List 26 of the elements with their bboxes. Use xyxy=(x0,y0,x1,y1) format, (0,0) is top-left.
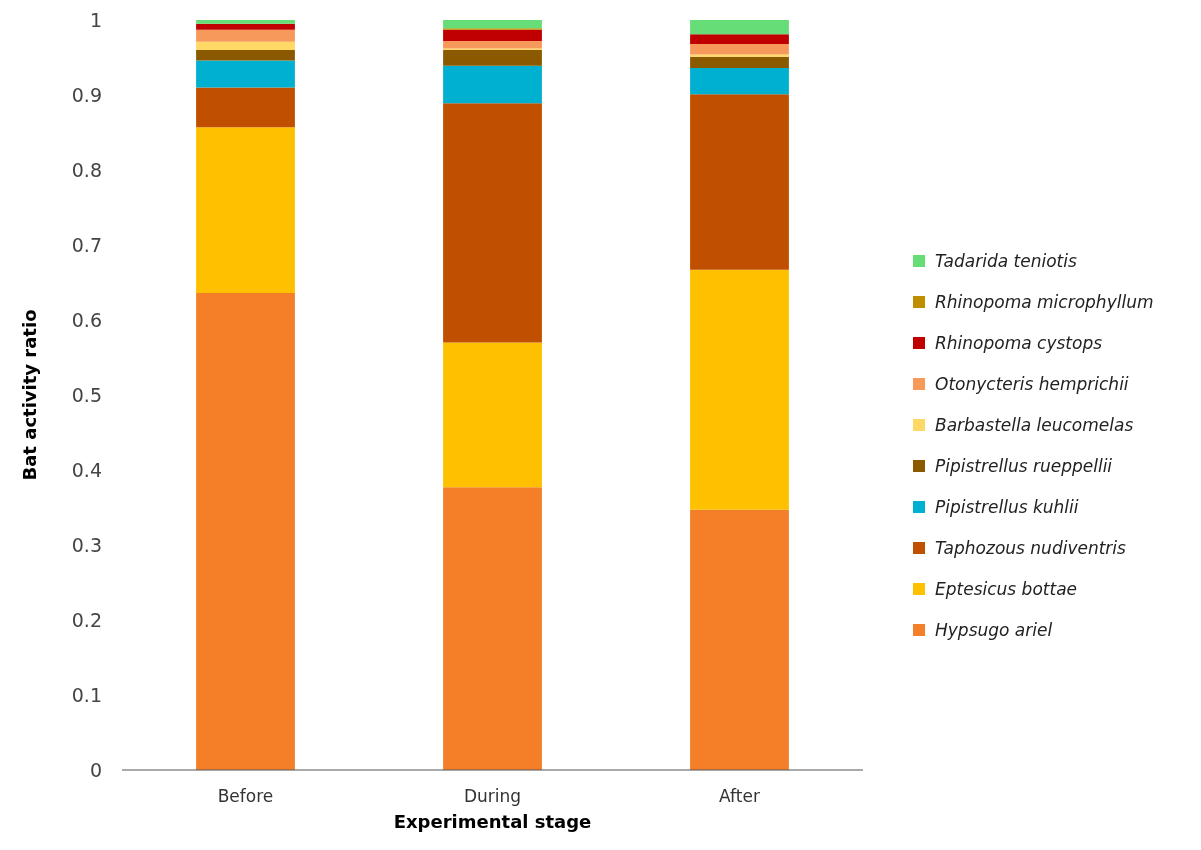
legend-label: Pipistrellus kuhlii xyxy=(935,496,1079,517)
legend-label: Taphozous nudiventris xyxy=(935,537,1127,558)
y-tick-label: 1 xyxy=(89,8,102,31)
legend-label: Hypsugo ariel xyxy=(935,619,1053,640)
x-tick-label: After xyxy=(719,786,760,806)
legend-label: Eptesicus bottae xyxy=(935,578,1078,599)
y-axis-title: Bat activity ratio xyxy=(19,309,40,481)
y-tick-label: 0.5 xyxy=(71,383,102,406)
y-tick-label: 0.7 xyxy=(71,233,102,256)
y-tick-label: 0.4 xyxy=(71,458,102,481)
y-tick-label: 0.1 xyxy=(71,683,102,706)
legend-label: Pipistrellus rueppellii xyxy=(935,455,1113,476)
legend-label: Rhinopoma microphyllum xyxy=(935,291,1154,312)
legend-label: Barbastella leucomelas xyxy=(935,414,1134,435)
x-axis-title: Experimental stage xyxy=(393,811,592,832)
y-tick-label: 0.6 xyxy=(71,308,102,331)
y-tick-label: 0.8 xyxy=(71,158,102,181)
y-tick-label: 0.9 xyxy=(71,83,102,106)
legend-label: Otonycteris hemprichii xyxy=(935,373,1129,394)
x-tick-label: During xyxy=(463,786,522,806)
y-tick-label: 0.2 xyxy=(71,608,102,631)
x-tick-label: Before xyxy=(217,786,274,806)
y-tick-label: 0 xyxy=(89,758,102,781)
legend-label: Tadarida teniotis xyxy=(935,250,1077,271)
y-tick-label: 0.3 xyxy=(71,533,102,556)
legend-label: Rhinopoma cystops xyxy=(935,332,1103,353)
